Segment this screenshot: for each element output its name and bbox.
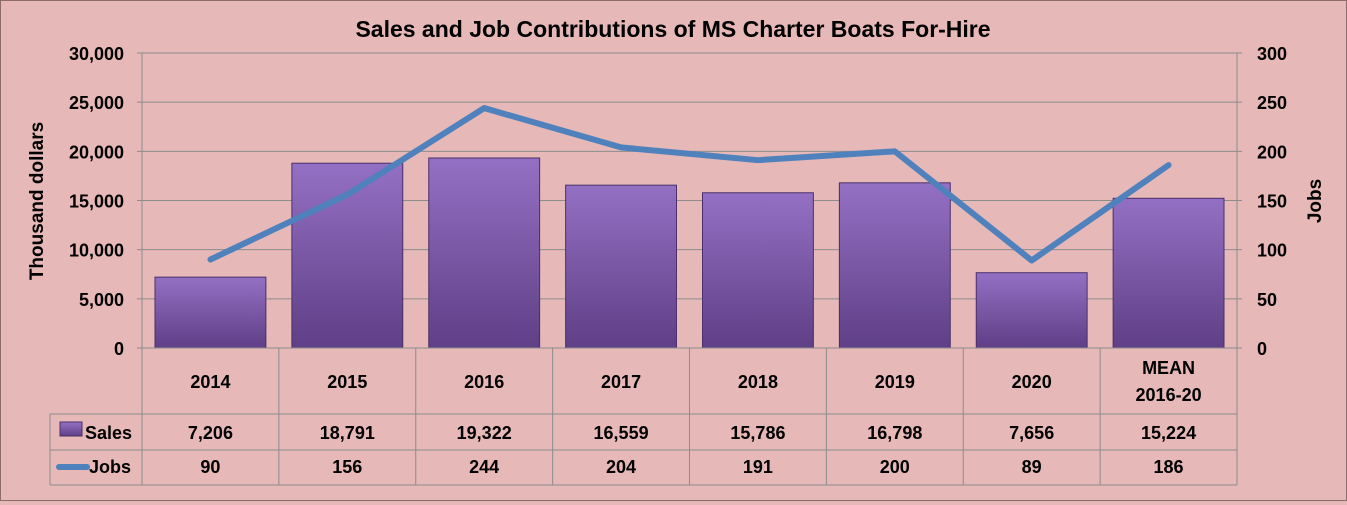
jobs-point [483, 107, 485, 109]
y-ticks-left: 0 5,000 10,000 15,000 20,000 25,000 30,000 [69, 44, 124, 359]
jobs-line-series [207, 105, 1172, 264]
category-label: 2019 [875, 372, 915, 392]
chart-title: Sales and Job Contributions of MS Charte… [355, 16, 990, 42]
category-label: 2016-20 [1136, 385, 1202, 405]
y-axis-right-label: Jobs [1305, 179, 1326, 223]
sales-bar [154, 276, 267, 349]
y-tick-label-left: 0 [114, 339, 124, 359]
sales-data-label: 18,791 [320, 423, 375, 443]
jobs-data-label: 90 [200, 457, 220, 477]
y-tick-label-left: 20,000 [69, 142, 124, 162]
sales-data-label: 15,786 [730, 423, 785, 443]
jobs-point [346, 194, 348, 196]
jobs-point [894, 150, 896, 152]
jobs-data-label: 244 [469, 457, 499, 477]
sales-data-label: 19,322 [457, 423, 512, 443]
sales-data-label: 16,798 [867, 423, 922, 443]
category-label: MEAN [1142, 358, 1195, 378]
y-tick-label-left: 15,000 [69, 192, 124, 212]
sales-data-label: 7,656 [1009, 423, 1054, 443]
category-label: 2018 [738, 372, 778, 392]
sales-legend-key [59, 421, 83, 437]
y-tick-label-left: 10,000 [69, 241, 124, 261]
sales-data-label: 16,559 [594, 423, 649, 443]
sales-bar [291, 162, 404, 349]
sales-bar [428, 157, 541, 349]
y-tick-label-right: 300 [1257, 44, 1287, 64]
category-label: 2015 [327, 372, 367, 392]
category-label: 2014 [190, 372, 230, 392]
y-tick-label-left: 5,000 [79, 290, 124, 310]
sales-data-label: 15,224 [1141, 423, 1196, 443]
y-tick-label-left: 25,000 [69, 93, 124, 113]
category-label: 2017 [601, 372, 641, 392]
jobs-line [207, 105, 1172, 264]
y-axis-left-label: Thousand dollars [27, 122, 48, 280]
y-tick-label-left: 30,000 [69, 44, 124, 64]
sales-data-label: 7,206 [188, 423, 233, 443]
sales-bars [154, 157, 1225, 349]
y-tick-label-right: 100 [1257, 241, 1287, 261]
data-table: 2014 7,206 90 2015 18,791 156 2016 19,322 244 201… [49, 347, 1238, 486]
jobs-data-label: 89 [1022, 457, 1042, 477]
jobs-data-label: 186 [1154, 457, 1184, 477]
category-label: 2020 [1012, 372, 1052, 392]
y-tick-label-right: 50 [1257, 290, 1277, 310]
y-tick-label-right: 150 [1257, 192, 1287, 212]
sales-bar [565, 184, 677, 349]
jobs-data-label: 200 [880, 457, 910, 477]
jobs-point [1168, 164, 1170, 166]
sales-bar [702, 192, 814, 349]
jobs-point [1031, 259, 1033, 261]
jobs-data-label: 204 [606, 457, 636, 477]
category-label: 2016 [464, 372, 504, 392]
y-tick-label-right: 0 [1257, 339, 1267, 359]
jobs-point [209, 259, 211, 260]
y-tick-label-right: 200 [1257, 142, 1287, 162]
sales-legend-label: Sales [85, 423, 132, 443]
sales-bar [1112, 197, 1225, 349]
jobs-data-label: 191 [743, 457, 773, 477]
y-ticks-right: 0 50 100 150 200 250 300 [1257, 44, 1287, 359]
jobs-legend-label: Jobs [89, 457, 131, 477]
sales-bar [838, 182, 951, 349]
sales-bar [975, 272, 1088, 349]
jobs-data-label: 156 [332, 457, 362, 477]
jobs-point [757, 159, 759, 161]
jobs-point [620, 146, 622, 148]
y-tick-label-right: 250 [1257, 93, 1287, 113]
